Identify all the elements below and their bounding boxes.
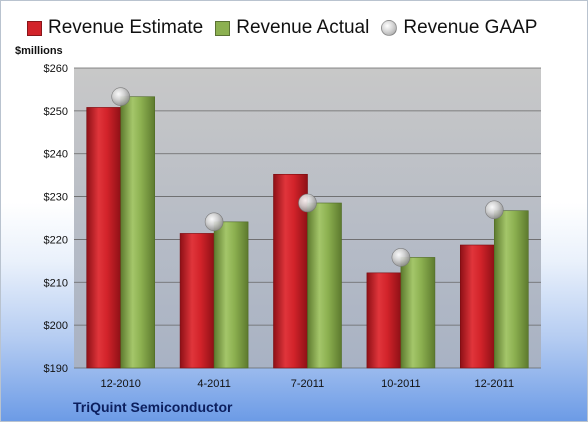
bar-revenue-actual	[120, 96, 155, 369]
x-tick-label: 12-2010	[101, 378, 141, 390]
x-tick-label: 7-2011	[291, 378, 324, 390]
marker-revenue-gaap	[484, 200, 504, 220]
y-tick-label: $220	[44, 234, 68, 246]
y-tick-label: $230	[44, 192, 68, 204]
legend: Revenue Estimate Revenue Actual Revenue …	[27, 17, 549, 39]
y-tick-label: $240	[44, 149, 68, 161]
y-axis-ticks: $190 $200 $210 $220 $230 $240 $250 $260	[44, 63, 68, 375]
x-axis-ticks: 12-2010 4-2011 7-2011 10-2011 12-2011	[101, 378, 515, 390]
x-tick-label: 10-2011	[381, 378, 421, 390]
bars	[86, 96, 529, 369]
y-axis-unit-label: $millions	[15, 45, 63, 57]
x-tick-label: 4-2011	[197, 378, 230, 390]
bar-revenue-estimate	[179, 233, 215, 369]
marker-revenue-gaap	[204, 212, 224, 232]
marker-revenue-gaap	[391, 248, 411, 267]
company-name: TriQuint Semiconductor	[73, 399, 233, 415]
legend-item-estimate: Revenue Estimate	[27, 17, 203, 39]
bar-revenue-estimate	[366, 272, 402, 369]
y-tick-label: $260	[44, 63, 68, 75]
bar-revenue-actual	[307, 202, 342, 369]
y-tick-label: $210	[44, 277, 68, 289]
legend-label-estimate: Revenue Estimate	[48, 17, 204, 38]
bar-revenue-actual	[213, 221, 249, 369]
y-tick-label: $200	[44, 320, 68, 332]
legend-item-gaap: Revenue GAAP	[381, 17, 537, 39]
x-tick-label: 12-2011	[475, 378, 515, 390]
gaap-markers	[111, 87, 504, 267]
legend-swatch-estimate	[27, 20, 42, 36]
marker-revenue-gaap	[111, 87, 130, 107]
bar-revenue-actual	[493, 210, 529, 369]
bar-revenue-estimate	[86, 107, 121, 369]
legend-marker-gaap	[381, 20, 398, 36]
marker-revenue-gaap	[298, 193, 317, 213]
bar-revenue-actual	[400, 257, 436, 369]
legend-swatch-actual	[215, 20, 231, 36]
legend-item-actual: Revenue Actual	[215, 17, 369, 39]
y-tick-label: $250	[44, 106, 68, 118]
legend-label-actual: Revenue Actual	[236, 17, 370, 38]
legend-label-gaap: Revenue GAAP	[403, 17, 538, 38]
bar-revenue-estimate	[459, 244, 495, 369]
y-tick-label: $190	[44, 363, 68, 375]
